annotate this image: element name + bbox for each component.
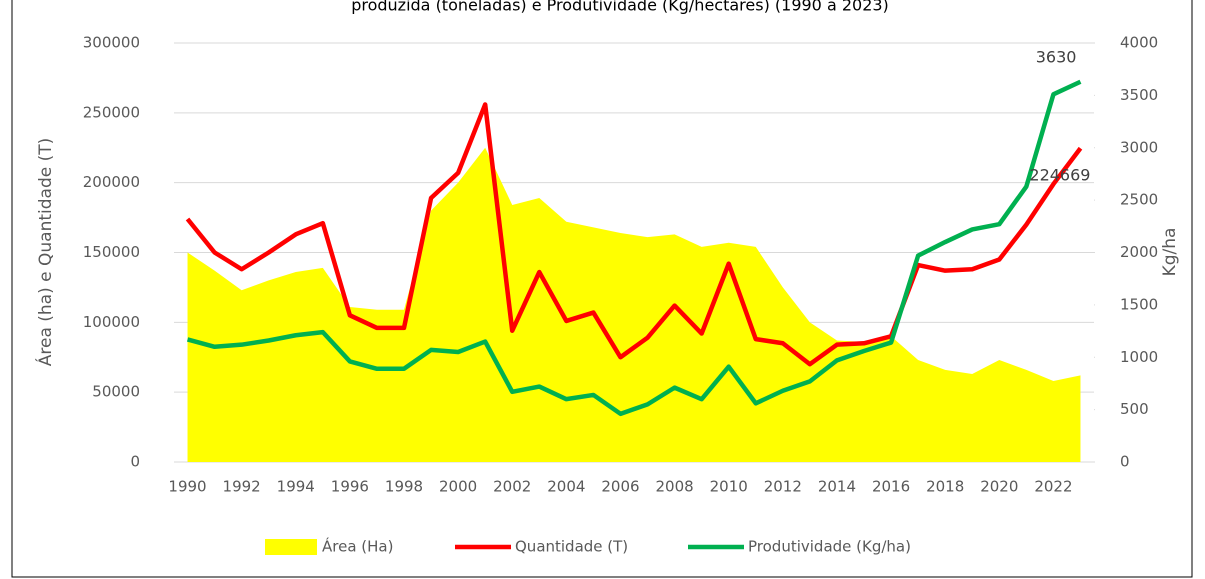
x-tick-label: 2008 [655,478,693,496]
line [186,79,1082,417]
x-tick-label: 1994 [277,478,315,496]
x-tick-label: 2012 [764,478,802,496]
y-tick-label: 50000 [92,383,140,401]
x-tick-label: 2010 [710,478,748,496]
y2-tick-label: 4000 [1120,34,1158,52]
y2-tick-label: 1000 [1120,348,1158,366]
line [185,102,1083,367]
x-tick-label: 2022 [1034,478,1072,496]
y2-tick-label: 0 [1120,453,1130,471]
x-tick-label: 2004 [547,478,585,496]
data-label: 3630 [1036,47,1077,66]
y-tick-label: 100000 [83,313,140,331]
y-tick-label: 0 [130,453,140,471]
x-tick-label: 2006 [601,478,639,496]
x-tick-label: 1992 [223,478,261,496]
y2-tick-label: 2000 [1120,243,1158,261]
x-tick-label: 1990 [168,478,206,496]
y2-tick-label: 2500 [1120,191,1158,209]
y-tick-label: 150000 [83,243,140,261]
chart-title: produzida (toneladas) e Produtividade (K… [351,0,889,15]
y-tick-label: 250000 [83,103,140,121]
area [187,147,1081,462]
y-tick-label: 300000 [83,34,140,52]
x-tick-label: 2014 [818,478,856,496]
y2-tick-label: 3500 [1120,86,1158,104]
y-tick-label: 200000 [83,173,140,191]
legend-label: Quantidade (T) [515,538,628,556]
legend-swatch [265,539,317,555]
x-tick-label: 2020 [980,478,1018,496]
data-label: 224669 [1029,166,1090,185]
y2-axis-label: Kg/ha [1160,228,1180,277]
x-tick-label: 2000 [439,478,477,496]
y-axis-label: Área (ha) e Quantidade (T) [34,138,56,367]
y2-tick-label: 500 [1120,400,1149,418]
legend-label: Produtividade (Kg/ha) [748,538,911,556]
x-tick-label: 2002 [493,478,531,496]
y2-tick-label: 3000 [1120,138,1158,156]
x-tick-label: 2016 [872,478,910,496]
x-tick-label: 1998 [385,478,423,496]
legend-label: Área (Ha) [322,537,393,556]
x-tick-label: 2018 [926,478,964,496]
x-tick-label: 1996 [331,478,369,496]
y2-tick-label: 1500 [1120,295,1158,313]
